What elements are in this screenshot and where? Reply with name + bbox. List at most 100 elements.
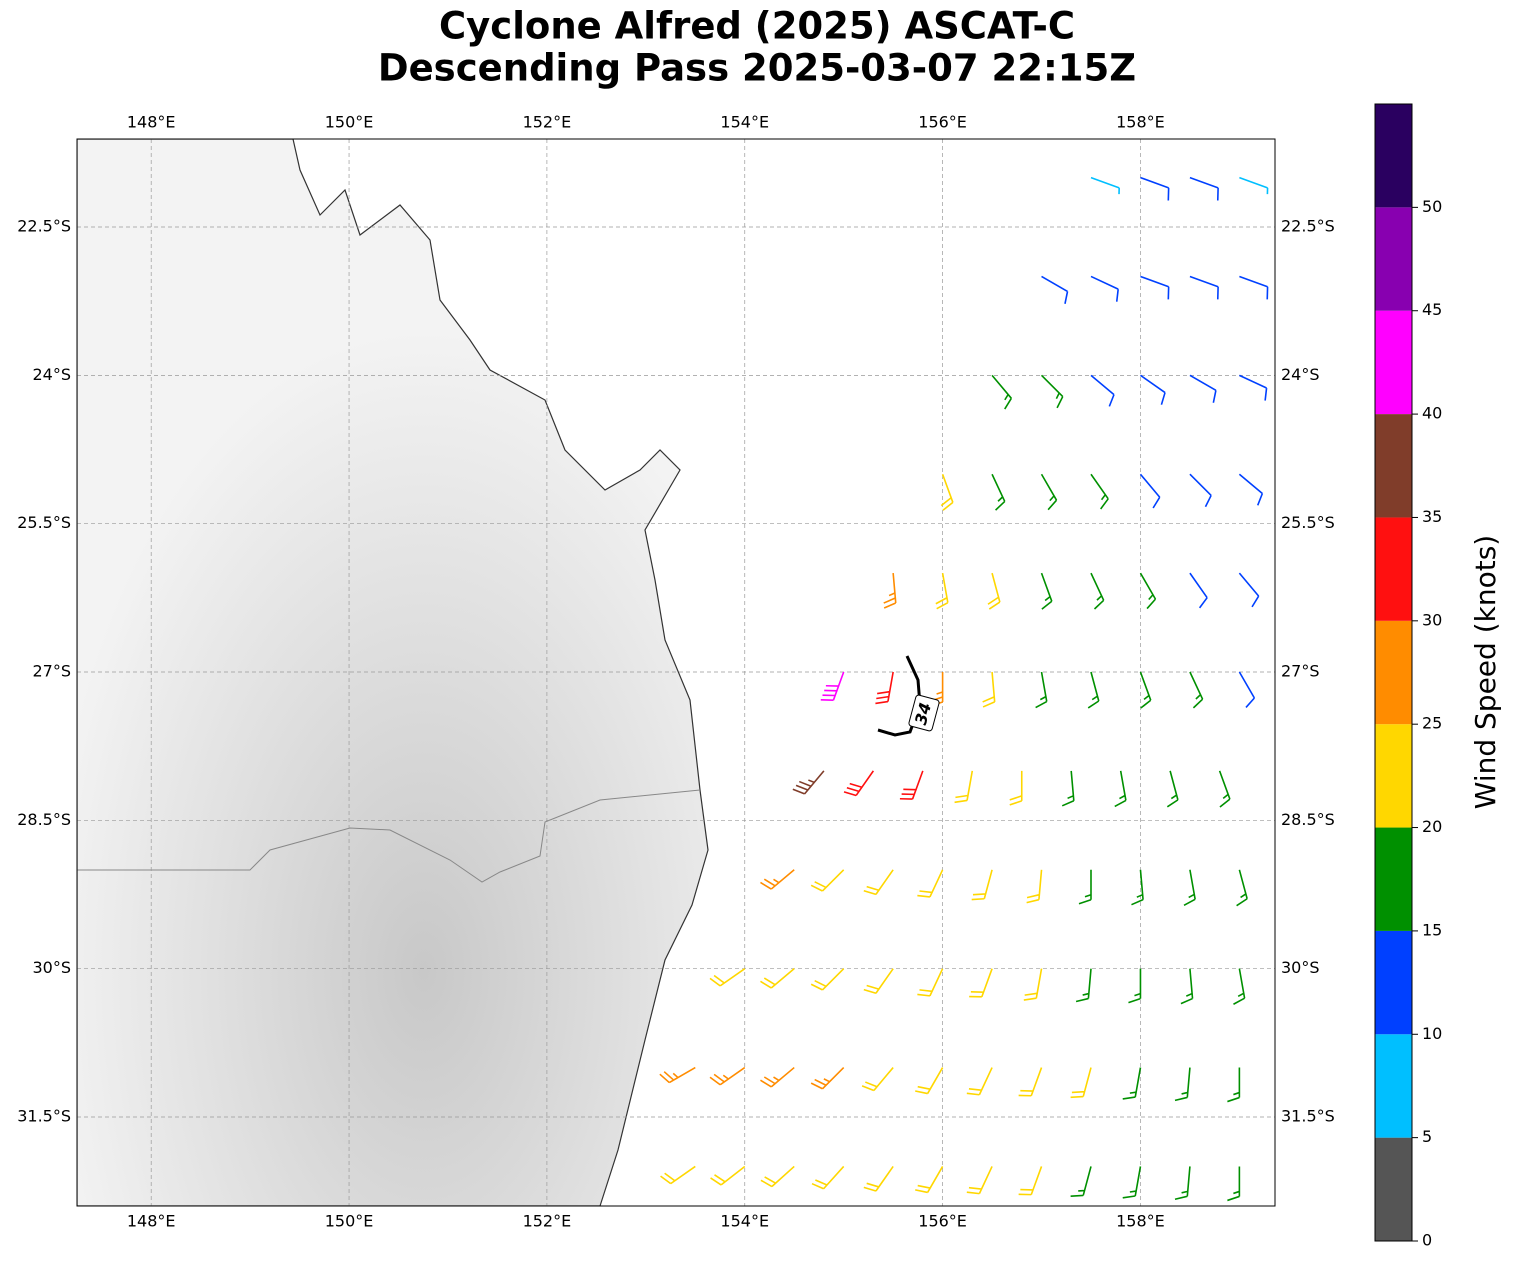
colorbar-tick-label: 35: [1422, 507, 1442, 526]
wind-barb: [1026, 869, 1043, 904]
colorbar-bin: [1375, 724, 1412, 828]
wind-barb: [1090, 176, 1120, 195]
wind-barb: [1139, 572, 1157, 610]
wind-barb: [1075, 968, 1092, 1003]
title-line: Cyclone Alfred (2025) ASCAT-C: [439, 5, 1075, 48]
wind-barb: [710, 1165, 746, 1186]
wind-barb: [1140, 176, 1170, 201]
wind-barb: [1238, 572, 1260, 608]
lat-label-left: 31.5°S: [17, 1107, 71, 1126]
colorbar-tick-label: 0: [1422, 1231, 1432, 1250]
colorbar-bin: [1375, 620, 1412, 725]
wind-barb: [1189, 374, 1217, 403]
wind-barb: [1189, 176, 1219, 201]
wind-barb: [935, 572, 949, 610]
wind-barb: [1070, 1067, 1092, 1099]
colorbar-bin: [1375, 207, 1412, 311]
wind-barb: [709, 1066, 746, 1086]
lon-label-top: 152°E: [523, 113, 572, 132]
wind-barb: [1139, 671, 1152, 709]
wind-barb: [1238, 671, 1256, 708]
wind-barb: [991, 374, 1013, 410]
wind-barb: [1018, 1067, 1043, 1097]
colorbar-tick-label: 20: [1422, 817, 1442, 836]
wind-barb: [1189, 473, 1212, 508]
wind-barb: [863, 869, 894, 896]
wind-barb: [1040, 572, 1053, 610]
wind-barb: [760, 968, 795, 989]
wind-barb: [1090, 374, 1115, 407]
wind-barb: [1166, 770, 1179, 808]
colorbar-tick-label: 40: [1422, 404, 1442, 423]
map-area: 34: [77, 139, 1275, 1206]
lon-label-top: 158°E: [1116, 113, 1165, 132]
colorbar-tick-label: 10: [1422, 1024, 1442, 1043]
colorbar-bin: [1375, 414, 1412, 518]
colorbar-tick-label: 5: [1422, 1127, 1432, 1146]
wind-barb: [883, 573, 897, 609]
lat-label-right: 22.5°S: [1281, 217, 1335, 236]
wind-barb: [820, 671, 845, 701]
wind-barb: [1189, 671, 1204, 709]
colorbar-tick-label: 25: [1422, 714, 1442, 733]
colorbar-bin: [1375, 930, 1412, 1035]
wind-barb: [1114, 770, 1127, 808]
wind-barb: [954, 770, 974, 804]
lat-label-left: 25.5°S: [17, 513, 71, 532]
wind-barb: [1018, 1166, 1043, 1196]
map-frame: [76, 138, 1276, 1207]
wind-barb: [1122, 1067, 1142, 1100]
wind-barb: [1139, 473, 1161, 509]
wind-barb: [660, 1165, 696, 1185]
wind-barb: [760, 1066, 795, 1088]
wind-barb: [1040, 473, 1058, 511]
wind-barb: [1174, 1067, 1191, 1102]
wind-barb: [1239, 176, 1269, 195]
colorbar-bin: [1375, 1034, 1412, 1138]
wind-barb: [709, 968, 746, 987]
wind-barb: [971, 869, 993, 901]
wind-barb: [966, 1067, 993, 1096]
wind-barb: [1009, 770, 1023, 806]
wind-barb: [659, 1066, 696, 1084]
wind-barb: [1218, 770, 1231, 808]
wind-barb: [915, 1166, 944, 1194]
wind-barb: [991, 473, 1006, 511]
wind-barb: [1236, 869, 1248, 907]
colorbar-frame: [1374, 103, 1413, 1242]
lat-label-right: 28.5°S: [1281, 810, 1335, 829]
wind-barb: [1189, 572, 1208, 609]
colorbar-tick-label: 45: [1422, 300, 1442, 319]
title-line: Descending Pass 2025-03-07 22:15Z: [378, 47, 1136, 90]
lon-label-top: 154°E: [720, 113, 769, 132]
colorbar-bin: [1375, 310, 1412, 415]
colorbar-label: Wind Speed (knots): [1469, 535, 1502, 809]
wind-barb: [810, 1066, 845, 1090]
wind-barb: [1090, 572, 1105, 610]
lat-label-left: 28.5°S: [17, 810, 71, 829]
wind-barb: [792, 770, 825, 795]
lat-label-left: 30°S: [32, 958, 71, 977]
wind-barb: [863, 1165, 894, 1192]
wind-barb: [1122, 1166, 1142, 1199]
land: [77, 139, 709, 1206]
wind-barb: [875, 671, 894, 705]
wind-barb: [1140, 275, 1170, 300]
lat-label-right: 31.5°S: [1281, 1107, 1335, 1126]
wind-barb: [811, 1165, 845, 1190]
wind-barb: [863, 968, 894, 995]
colorbar-tick-label: 30: [1422, 610, 1442, 629]
wind-barb: [1128, 968, 1142, 1004]
colorbar-tick-label: 15: [1422, 920, 1442, 939]
wind-barb: [810, 869, 845, 892]
colorbar-bin: [1375, 517, 1412, 621]
wind-barb: [760, 869, 795, 890]
wind-barb: [1041, 275, 1069, 305]
wind-barb: [1078, 869, 1092, 905]
wind-barb: [917, 869, 944, 898]
lat-label-right: 25.5°S: [1281, 513, 1335, 532]
wind-barb: [1180, 968, 1194, 1005]
wind-barb: [1070, 1166, 1092, 1197]
lon-label-bottom: 156°E: [918, 1212, 967, 1231]
